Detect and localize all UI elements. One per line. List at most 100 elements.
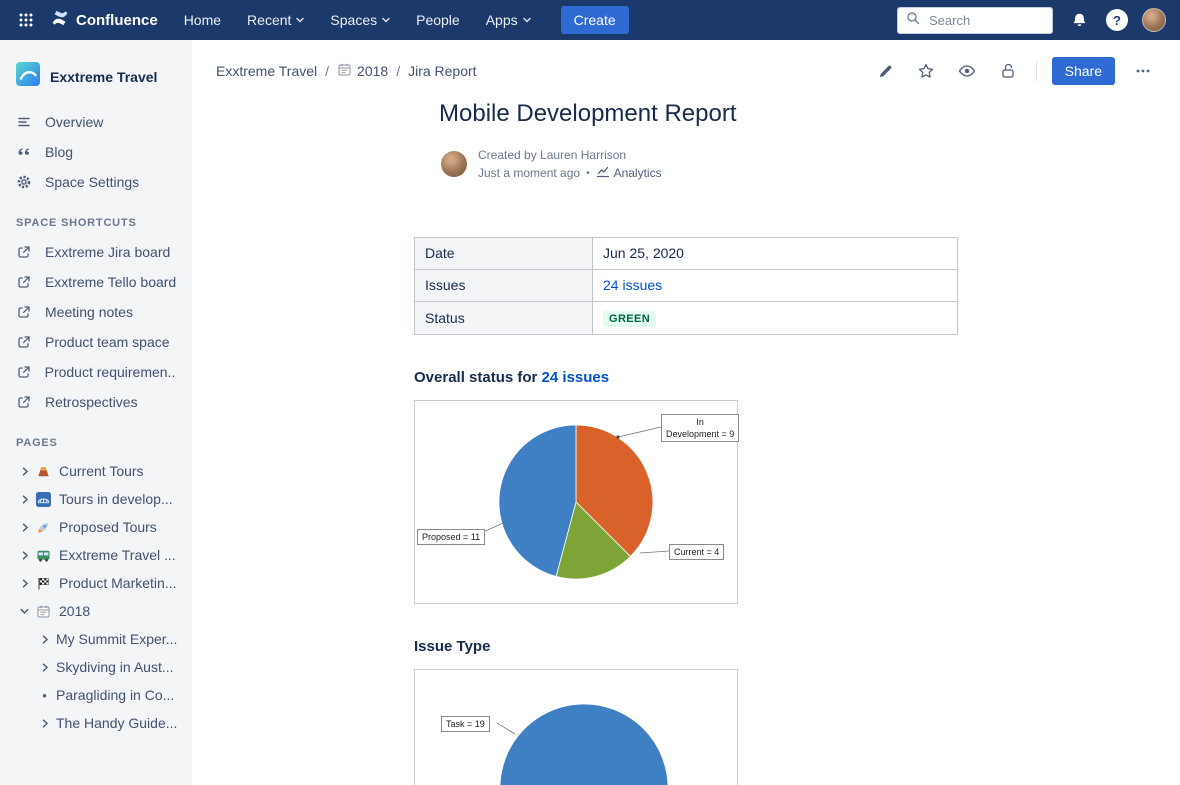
watch-eye-icon[interactable] (954, 58, 980, 84)
overall-status-heading: Overall status for 24 issues (414, 368, 610, 386)
share-button[interactable]: Share (1051, 57, 1115, 85)
star-icon[interactable] (913, 58, 939, 84)
bridge-icon (36, 491, 56, 507)
chevron-right-icon[interactable] (36, 718, 53, 728)
shortcut-label: Exxtreme Jira board (45, 244, 171, 260)
pie-label-current: Current = 4 (669, 543, 725, 560)
page-tree-item-current-tours[interactable]: Current Tours (0, 457, 192, 485)
shortcut-retrospectives[interactable]: Retrospectives (0, 387, 192, 417)
page-tree-item-tours-in-develop[interactable]: Tours in develop... (0, 485, 192, 513)
chevron-right-icon[interactable] (16, 578, 33, 588)
pie-label-in-development: In Development = 9 (661, 413, 740, 443)
page-actions: Share (873, 57, 1156, 85)
chevron-right-icon[interactable] (36, 662, 53, 672)
byline-separator-dot: • (586, 167, 590, 179)
bus-icon (36, 548, 56, 563)
page-tree-item-my-summit-exper[interactable]: My Summit Exper... (0, 625, 192, 653)
nav-item-people[interactable]: People (406, 7, 470, 33)
breadcrumb-item-2018[interactable]: 2018 (337, 62, 388, 80)
page-tree-item-paragliding-in-co[interactable]: • Paragliding in Co... (0, 681, 192, 709)
restrictions-unlock-icon[interactable] (995, 58, 1021, 84)
page-tree-item-the-handy-guide[interactable]: The Handy Guide... (0, 709, 192, 737)
pie-label-proposed: Proposed = 11 (417, 528, 486, 545)
space-shortcuts-list: Exxtreme Jira board Exxtreme Tello board M… (0, 237, 192, 417)
gear-icon (16, 174, 32, 190)
breadcrumb-item-exxtreme-travel[interactable]: Exxtreme Travel (216, 63, 317, 79)
breadcrumb-separator: / (325, 63, 330, 79)
chevron-right-icon[interactable] (16, 494, 33, 504)
byline-time: Just a moment ago (478, 166, 581, 181)
sidebar-item-label: Space Settings (45, 174, 140, 190)
page-tree-label: Exxtreme Travel ... (59, 547, 176, 563)
page-tree-label: Current Tours (59, 463, 144, 479)
page-content: Mobile Development Report Created by Lau… (414, 100, 958, 785)
shortcut-exxtreme-tello-board[interactable]: Exxtreme Tello board (0, 267, 192, 297)
nav-item-apps[interactable]: Apps (476, 7, 541, 33)
user-avatar[interactable] (1142, 8, 1166, 32)
chevron-right-icon[interactable] (16, 550, 33, 560)
page-tree-item-skydiving-in-aust[interactable]: Skydiving in Aust... (0, 653, 192, 681)
sidebar-main-nav: Overview Blog Space Settings (0, 107, 192, 197)
table-value-cell: GREEN (592, 300, 958, 335)
primary-nav: Home Recent Spaces People Apps (174, 7, 541, 33)
author-avatar[interactable] (441, 151, 467, 178)
shortcut-label: Product requiremen... (44, 364, 176, 380)
chevron-right-icon[interactable] (16, 522, 33, 532)
help-icon[interactable]: ? (1106, 9, 1128, 31)
space-header[interactable]: Exxtreme Travel (0, 62, 192, 107)
page-tree-item-exxtreme-travel[interactable]: Exxtreme Travel ... (0, 541, 192, 569)
analytics-button[interactable]: Analytics (596, 164, 662, 183)
overall-status-issues-link[interactable]: 24 issues (541, 368, 610, 386)
page-title: Mobile Development Report (439, 100, 737, 127)
pages-header: PAGES (16, 437, 58, 449)
top-navbar: Confluence Home Recent Spaces People Apps Cr… (0, 0, 1180, 40)
page-tree-item-product-marketin[interactable]: Product Marketin... (0, 569, 192, 597)
notifications-bell-icon[interactable] (1067, 8, 1092, 33)
toolbar-divider (1035, 61, 1037, 81)
leaf-bullet-icon: • (42, 687, 47, 703)
overall-status-pie-chart: In Development = 9 Proposed = 11 Current = … (414, 399, 740, 604)
edit-pencil-icon[interactable] (873, 59, 898, 84)
nav-item-label: Spaces (330, 12, 378, 28)
app-switcher-icon[interactable] (14, 8, 38, 32)
issues-link[interactable]: 24 issues (603, 277, 663, 294)
table-value-cell: Jun 25, 2020 (592, 236, 958, 270)
pie-label-task: Task = 19 (441, 715, 490, 732)
chevron-right-icon[interactable] (36, 634, 53, 644)
shortcut-exxtreme-jira-board[interactable]: Exxtreme Jira board (0, 237, 192, 267)
search-input[interactable] (927, 11, 1039, 29)
analytics-label: Analytics (613, 166, 662, 181)
shortcut-product-team-space[interactable]: Product team space (0, 327, 192, 357)
overview-icon (16, 114, 32, 130)
confluence-home-link[interactable]: Confluence (48, 8, 164, 33)
confluence-logo-icon (50, 8, 70, 33)
blog-icon (16, 144, 32, 160)
chevron-right-icon[interactable] (16, 466, 33, 476)
nav-item-home[interactable]: Home (174, 7, 231, 33)
sidebar-item-label: Blog (45, 144, 74, 160)
page-tree-label: Skydiving in Aust... (56, 659, 174, 675)
chevron-down-icon[interactable] (16, 607, 33, 615)
nav-item-label: People (416, 12, 460, 28)
nav-item-spaces[interactable]: Spaces (320, 7, 400, 33)
sidebar-item-overview[interactable]: Overview (0, 107, 192, 137)
sidebar-item-space-settings[interactable]: Space Settings (0, 167, 192, 197)
pie-slice-current (555, 501, 631, 580)
shortcut-product-requiremen[interactable]: Product requiremen... (0, 357, 192, 387)
volcano-icon (36, 464, 56, 479)
nav-item-recent[interactable]: Recent (237, 7, 314, 33)
nav-item-label: Home (183, 12, 222, 28)
shortcut-meeting-notes[interactable]: Meeting notes (0, 297, 192, 327)
page-tree-item-proposed-tours[interactable]: Proposed Tours (0, 513, 192, 541)
main-area: Exxtreme Travel / 2018 / Jira Report Share (192, 40, 1180, 785)
create-button[interactable]: Create (560, 6, 629, 34)
shortcut-label: Retrospectives (45, 394, 138, 410)
sidebar-item-blog[interactable]: Blog (0, 137, 192, 167)
sidebar-item-label: Overview (45, 114, 104, 130)
calendar-icon (337, 62, 352, 80)
breadcrumb-item-jira-report[interactable]: Jira Report (408, 63, 476, 79)
space-name: Exxtreme Travel (50, 68, 158, 85)
more-ellipsis-icon[interactable] (1130, 58, 1156, 84)
page-header: Exxtreme Travel / 2018 / Jira Report Share (192, 40, 1180, 86)
page-tree-item-2018[interactable]: 2018 (0, 597, 192, 625)
